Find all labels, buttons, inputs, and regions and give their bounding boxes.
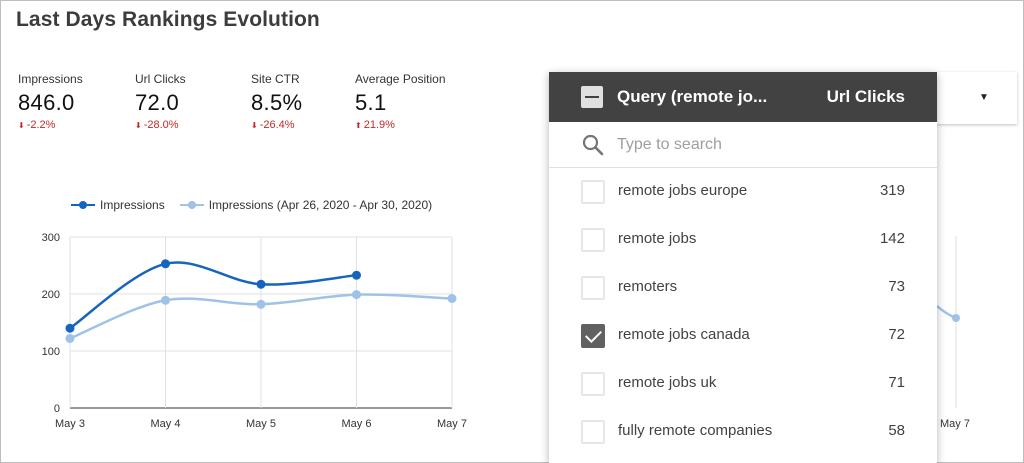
kpi-impressions: Impressions 846.0 ⬇ -2.2% (18, 72, 83, 131)
kpi-delta: ⬇ -2.2% (18, 119, 56, 131)
x-tick-label: May 7 (437, 418, 467, 430)
data-point (65, 333, 75, 343)
data-point (161, 259, 170, 269)
kpi-delta: ⬇ -26.4% (251, 119, 295, 131)
filter-option[interactable]: remote jobs canada 72 (549, 312, 937, 360)
search-icon (582, 134, 604, 156)
kpi-url-clicks: Url Clicks 72.0 ⬇ -28.0% (135, 72, 186, 131)
data-point (352, 290, 361, 300)
y-tick-label: 200 (42, 289, 60, 301)
checkbox-icon[interactable] (581, 372, 605, 396)
select-all-checkbox[interactable] (581, 86, 603, 108)
kpi-label: Url Clicks (135, 72, 186, 86)
data-point (161, 295, 170, 305)
kpi-value: 5.1 (355, 90, 387, 115)
data-point (256, 299, 266, 309)
arrow-down-icon: ⬇ (251, 120, 258, 130)
filter-option[interactable]: remote jobs 142 (549, 216, 937, 264)
kpi-average-position: Average Position 5.1 ⬆ 21.9% (355, 72, 446, 131)
checkbox-icon[interactable] (581, 180, 605, 204)
filter-metric-title[interactable]: Url Clicks (826, 87, 905, 106)
x-tick-label: May 6 (342, 418, 372, 430)
legend-label: Impressions (100, 198, 165, 212)
kpi-label: Site CTR (251, 72, 300, 86)
legend-line-light-icon (179, 201, 204, 209)
filter-option[interactable]: remote jobs europe 319 (549, 168, 937, 216)
kpi-value: 72.0 (135, 90, 180, 115)
filter-option-value: 319 (879, 182, 905, 199)
data-point (65, 323, 75, 333)
page-title: Last Days Rankings Evolution (16, 8, 320, 31)
filter-option-label: remote jobs uk (618, 374, 717, 391)
kpi-delta: ⬆ 21.9% (355, 119, 395, 131)
kpi-value: 8.5% (251, 90, 303, 115)
kpi-delta: ⬇ -28.0% (135, 119, 179, 131)
legend-label: Impressions (Apr 26, 2020 - Apr 30, 2020… (208, 198, 433, 212)
data-point (952, 314, 960, 322)
checkbox-icon[interactable] (581, 420, 605, 444)
legend-item-impressions[interactable]: Impressions (70, 198, 165, 212)
arrow-down-icon: ⬇ (18, 120, 25, 130)
chart-legend: Impressions Impressions (Apr 26, 2020 - … (70, 198, 432, 212)
x-tick-label: May 7 (940, 418, 970, 430)
filter-option[interactable]: remoters 73 (549, 264, 937, 312)
filter-option-value: 142 (879, 230, 905, 247)
data-point (256, 279, 266, 289)
x-tick-label: May 5 (246, 418, 276, 430)
x-tick-label: May 4 (151, 418, 181, 430)
y-tick-label: 0 (54, 403, 60, 415)
kpi-site-ctr: Site CTR 8.5% ⬇ -26.4% (251, 72, 302, 131)
secondary-chart-fragment: May 7 (936, 236, 970, 430)
checkbox-checked-icon[interactable] (581, 324, 605, 348)
checkbox-icon[interactable] (581, 276, 605, 300)
arrow-up-icon: ⬆ (355, 120, 362, 130)
y-tick-label: 100 (42, 346, 60, 358)
data-point (352, 270, 361, 280)
kpi-label: Impressions (18, 72, 83, 86)
data-point (447, 294, 457, 304)
query-filter-panel: Query (remote jo... Url Clicks remote jo… (549, 72, 937, 463)
y-tick-label: 300 (42, 232, 60, 244)
filter-option-value: 72 (888, 326, 905, 343)
impressions-line-chart: 0 100 200 300 May 3 May 4 May 5 May 6 May 7 (42, 232, 467, 430)
kpi-value: 846.0 (18, 90, 75, 115)
caret-down-icon: ▼ (979, 92, 989, 103)
series-line-impressions (69, 261, 357, 330)
filter-option-value: 71 (888, 374, 905, 391)
filter-option-value: 58 (888, 422, 905, 439)
legend-item-impressions-previous[interactable]: Impressions (Apr 26, 2020 - Apr 30, 2020… (179, 198, 432, 212)
metric-dropdown[interactable]: ▼ (937, 72, 1017, 124)
filter-option[interactable]: fully remote companies 58 (549, 408, 937, 456)
filter-dimension-title: Query (remote jo... (617, 87, 768, 106)
filter-option-label: remote jobs (618, 230, 697, 247)
x-tick-label: May 3 (55, 418, 85, 430)
filter-option-label: remote jobs europe (618, 182, 748, 199)
filter-panel-header: Query (remote jo... Url Clicks (549, 72, 937, 122)
kpi-label: Average Position (355, 72, 446, 86)
filter-search (549, 122, 937, 168)
filter-option-label: remoters (618, 278, 678, 295)
arrow-down-icon: ⬇ (135, 120, 142, 130)
filter-option-value: 73 (888, 278, 905, 295)
filter-option[interactable]: remote jobs uk 71 (549, 360, 937, 408)
legend-line-dark-icon (71, 201, 95, 209)
checkbox-icon[interactable] (581, 228, 605, 252)
filter-option-label: fully remote companies (618, 422, 773, 439)
search-input[interactable] (617, 131, 907, 159)
filter-option-label: remote jobs canada (618, 326, 750, 343)
